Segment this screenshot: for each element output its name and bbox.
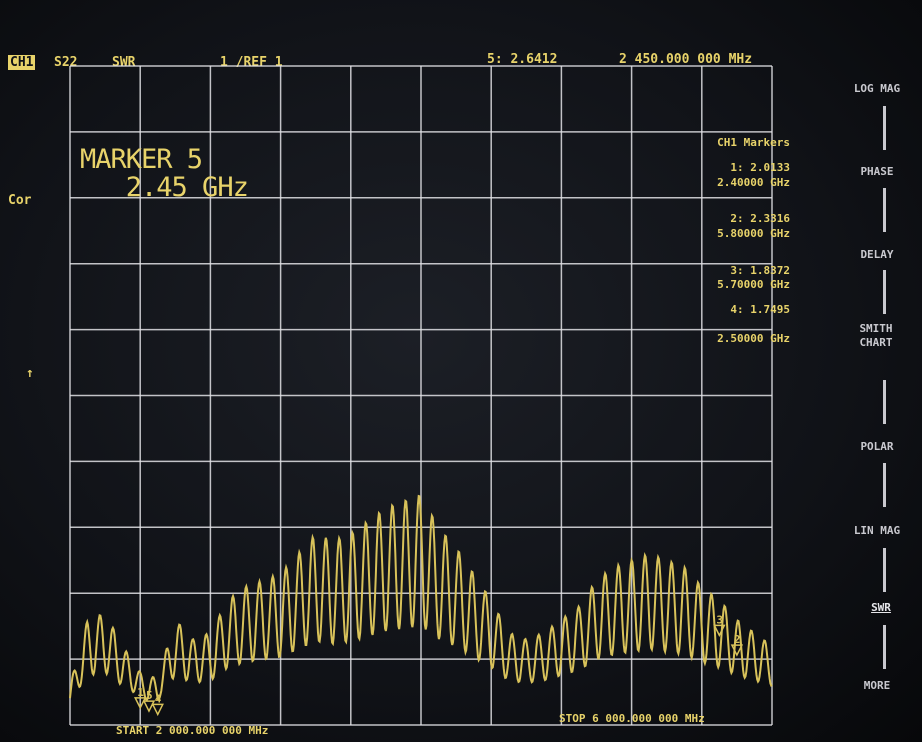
marker-readout: MARKER 5 2.45 GHz <box>80 144 249 203</box>
marker-5-glyph <box>142 700 156 713</box>
marker-2-label: 2 <box>734 633 741 646</box>
softkey-divider <box>883 625 886 669</box>
correction-indicator: Cor <box>8 193 32 208</box>
marker-4-label: 4 <box>155 692 162 705</box>
marker-5-label: 5 <box>146 689 153 702</box>
start-frequency: START 2 000.000 000 MHz <box>116 724 269 737</box>
marker-1-value: 1: 2.0133 <box>730 161 790 174</box>
marker-4-value: 4: 1.7495 <box>730 303 790 316</box>
marker-1-glyph <box>133 697 147 710</box>
marker-2-glyph <box>730 644 744 657</box>
active-marker-value: 5: 2.6412 <box>487 52 558 67</box>
chart-grid <box>69 65 773 726</box>
markers-panel-title: CH1 Markers <box>717 136 790 149</box>
channel-label: CH1 <box>8 55 36 70</box>
softkey-lin-mag[interactable]: LIN MAG <box>853 524 901 537</box>
marker-2-frequency: 5.80000 GHz <box>717 227 790 240</box>
softkey-divider <box>883 548 886 592</box>
swr-trace <box>69 494 773 702</box>
softkey-delay[interactable]: DELAY <box>860 248 894 261</box>
softkey-phase[interactable]: PHASE <box>860 165 894 178</box>
marker-1-frequency: 2.40000 GHz <box>717 176 790 189</box>
marker-4-frequency: 2.50000 GHz <box>717 332 790 345</box>
softkey-divider <box>883 270 886 314</box>
softkey-smith-chart[interactable]: SMITH CHART <box>859 322 893 349</box>
marker-3-frequency: 5.70000 GHz <box>717 278 790 291</box>
softkey-divider <box>883 106 886 150</box>
stop-frequency: STOP 6 000.000 000 MHz <box>559 712 705 725</box>
reference-arrow-icon: ↑ <box>26 366 34 381</box>
softkey-log-mag[interactable]: LOG MAG <box>853 82 901 95</box>
marker-readout-frequency: 2.45 GHz <box>125 172 249 203</box>
marker-glyphs: 1 5 4 32 <box>133 613 744 717</box>
softkey-divider <box>883 463 886 507</box>
marker-4-glyph <box>151 703 164 717</box>
softkey-polar[interactable]: POLAR <box>860 440 894 453</box>
marker-readout-title: MARKER 5 <box>80 144 203 175</box>
marker-1-label: 1 <box>137 686 144 699</box>
marker-3-value: 3: 1.8372 <box>730 264 790 277</box>
softkey-divider <box>883 380 886 424</box>
softkey-swr[interactable]: SWR <box>871 601 891 614</box>
marker-3-glyph <box>713 624 726 638</box>
softkey-divider <box>883 188 886 232</box>
marker-2-value: 2: 2.3316 <box>730 212 790 225</box>
softkey-more[interactable]: MORE <box>863 679 891 692</box>
marker-3-label: 3 <box>716 613 723 626</box>
active-marker-frequency: 2 450.000 000 MHz <box>619 52 753 67</box>
